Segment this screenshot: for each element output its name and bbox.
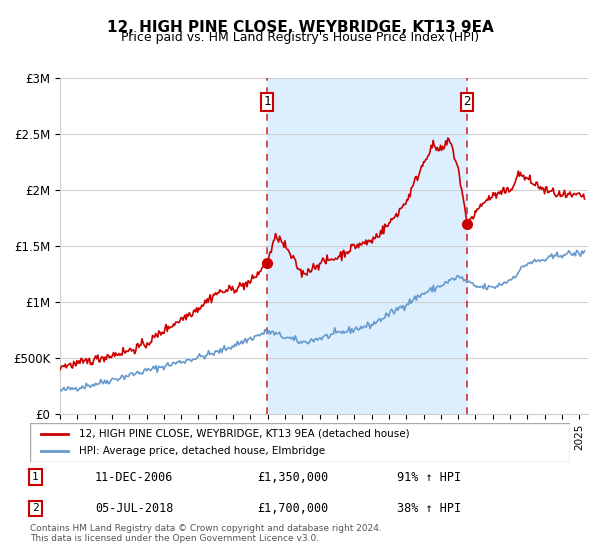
- Text: 05-JUL-2018: 05-JUL-2018: [95, 502, 173, 515]
- Text: 2: 2: [463, 95, 471, 108]
- Text: 91% ↑ HPI: 91% ↑ HPI: [397, 470, 461, 484]
- Text: 1: 1: [32, 472, 39, 482]
- Text: £1,700,000: £1,700,000: [257, 502, 328, 515]
- FancyBboxPatch shape: [30, 423, 570, 462]
- Text: £1,350,000: £1,350,000: [257, 470, 328, 484]
- Text: 12, HIGH PINE CLOSE, WEYBRIDGE, KT13 9EA: 12, HIGH PINE CLOSE, WEYBRIDGE, KT13 9EA: [107, 20, 493, 35]
- Text: 38% ↑ HPI: 38% ↑ HPI: [397, 502, 461, 515]
- Text: 12, HIGH PINE CLOSE, WEYBRIDGE, KT13 9EA (detached house): 12, HIGH PINE CLOSE, WEYBRIDGE, KT13 9EA…: [79, 429, 409, 439]
- Text: HPI: Average price, detached house, Elmbridge: HPI: Average price, detached house, Elmb…: [79, 446, 325, 456]
- Text: 11-DEC-2006: 11-DEC-2006: [95, 470, 173, 484]
- Text: 2: 2: [32, 503, 39, 514]
- Text: 1: 1: [263, 95, 271, 108]
- Bar: [267, 78, 467, 414]
- Text: Contains HM Land Registry data © Crown copyright and database right 2024.
This d: Contains HM Land Registry data © Crown c…: [30, 524, 382, 543]
- Text: Price paid vs. HM Land Registry's House Price Index (HPI): Price paid vs. HM Land Registry's House …: [121, 31, 479, 44]
